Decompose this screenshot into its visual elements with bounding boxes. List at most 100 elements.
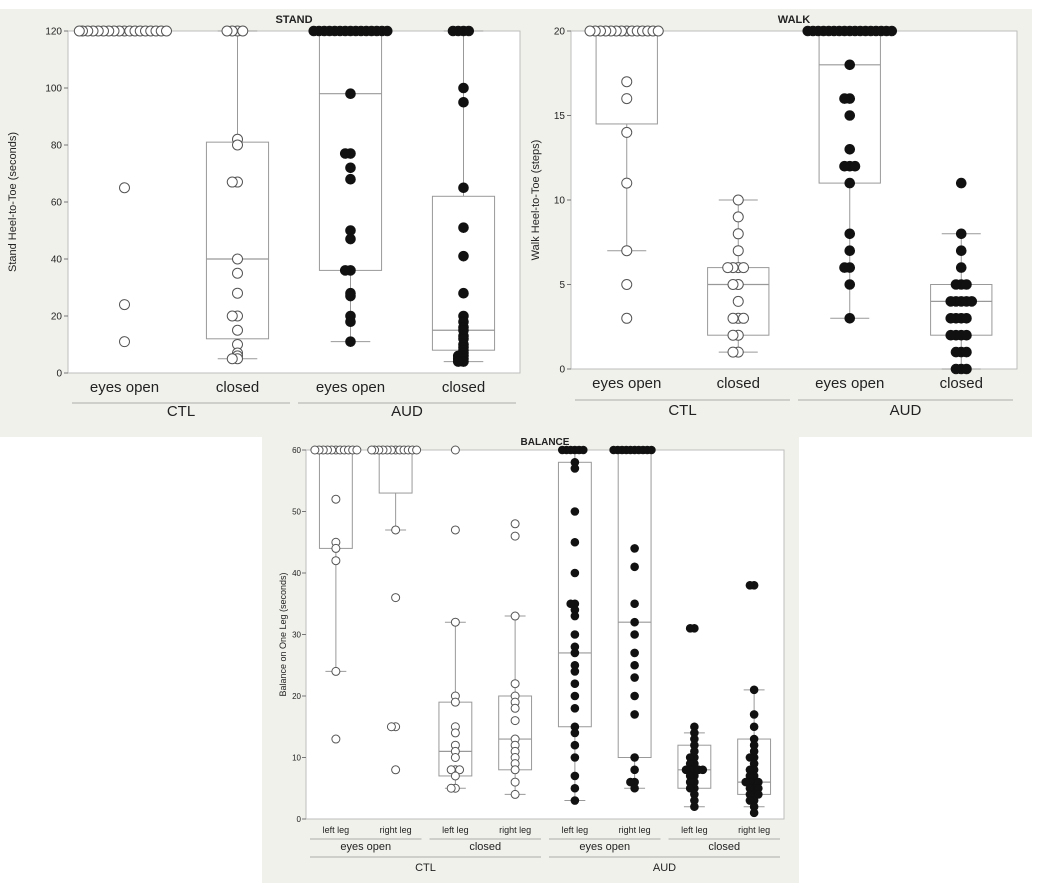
stand-group-label: AUD bbox=[391, 403, 423, 420]
data-point bbox=[570, 630, 580, 639]
data-point bbox=[339, 148, 351, 159]
data-point bbox=[966, 296, 978, 307]
walk-box-group bbox=[802, 25, 898, 324]
data-point bbox=[237, 25, 249, 37]
data-point bbox=[510, 519, 520, 529]
balance-subgroup-label: closed bbox=[469, 841, 501, 853]
data-point bbox=[698, 765, 708, 775]
data-point bbox=[450, 697, 460, 707]
data-point bbox=[955, 245, 967, 256]
data-point bbox=[630, 544, 639, 553]
data-point bbox=[741, 777, 751, 787]
stand-plot-area bbox=[67, 30, 521, 374]
data-point bbox=[450, 771, 460, 781]
data-point bbox=[945, 329, 957, 341]
balance-box-group bbox=[438, 445, 473, 793]
data-point bbox=[458, 222, 469, 233]
data-point bbox=[745, 581, 755, 590]
data-point bbox=[570, 691, 580, 701]
balance-box-group bbox=[677, 624, 712, 812]
data-point bbox=[745, 796, 755, 805]
data-point bbox=[945, 296, 957, 307]
data-point bbox=[727, 346, 739, 358]
data-point bbox=[745, 753, 755, 762]
data-point bbox=[510, 716, 520, 726]
stand-category-label: eyes open bbox=[316, 379, 385, 396]
walk-category-label: eyes open bbox=[592, 375, 661, 392]
data-point bbox=[455, 765, 465, 775]
data-point bbox=[331, 543, 341, 553]
data-point bbox=[961, 329, 972, 341]
data-point bbox=[570, 568, 580, 578]
stand-box-group bbox=[73, 25, 172, 348]
data-point bbox=[510, 531, 520, 541]
data-point bbox=[391, 765, 401, 775]
stand-box-group bbox=[308, 25, 393, 347]
data-point bbox=[630, 691, 639, 701]
balance-subgroup-label: closed bbox=[708, 841, 740, 853]
data-point bbox=[844, 279, 856, 290]
data-point bbox=[630, 630, 639, 639]
data-point bbox=[727, 329, 739, 341]
stand-group-label: CTL bbox=[167, 403, 195, 420]
data-point bbox=[584, 25, 596, 37]
data-point bbox=[839, 93, 850, 104]
data-point bbox=[119, 299, 130, 311]
data-point bbox=[386, 722, 396, 732]
data-point bbox=[352, 445, 362, 455]
data-point bbox=[621, 126, 633, 138]
walk-chart-panel: WALK Walk Heel-to-Toe (steps) 0 5 10 15 20 eyes… bbox=[527, 9, 1032, 437]
data-point bbox=[570, 464, 580, 473]
data-point bbox=[381, 25, 393, 37]
data-point bbox=[450, 753, 460, 762]
balance-category-label: left leg bbox=[323, 825, 350, 835]
data-point bbox=[331, 556, 341, 566]
data-point bbox=[232, 287, 243, 299]
data-point bbox=[626, 777, 635, 787]
data-point bbox=[450, 728, 460, 738]
data-point bbox=[570, 783, 580, 793]
balance-y-tick-label: 0 bbox=[297, 815, 302, 824]
data-point bbox=[749, 722, 759, 732]
data-point bbox=[630, 710, 639, 719]
data-point bbox=[452, 356, 464, 367]
balance-chart-title: BALANCE bbox=[521, 437, 570, 448]
data-point bbox=[331, 666, 341, 676]
balance-category-label: left leg bbox=[442, 825, 469, 835]
data-point bbox=[345, 233, 356, 245]
data-point bbox=[331, 734, 341, 744]
walk-y-tick-label: 20 bbox=[554, 27, 566, 38]
data-point bbox=[458, 250, 469, 262]
data-point bbox=[844, 228, 856, 240]
data-point bbox=[621, 312, 633, 324]
data-point bbox=[849, 160, 861, 172]
data-point bbox=[732, 295, 744, 307]
data-point bbox=[570, 537, 580, 547]
walk-y-tick-label: 15 bbox=[554, 111, 566, 122]
data-point bbox=[732, 211, 744, 223]
data-point bbox=[754, 790, 763, 799]
data-point bbox=[955, 228, 967, 240]
data-point bbox=[690, 802, 699, 812]
data-point bbox=[844, 110, 856, 121]
walk-category-label: eyes open bbox=[815, 375, 884, 392]
stand-y-tick-label: 20 bbox=[51, 312, 63, 323]
walk-box-group bbox=[584, 25, 664, 324]
data-point bbox=[119, 182, 130, 194]
data-point bbox=[221, 25, 233, 37]
data-point bbox=[458, 96, 469, 108]
data-point bbox=[570, 703, 580, 713]
data-point bbox=[727, 279, 739, 290]
stand-y-tick-label: 80 bbox=[51, 141, 63, 152]
data-point bbox=[630, 753, 639, 762]
data-point bbox=[510, 765, 520, 775]
data-point bbox=[463, 25, 475, 37]
data-point bbox=[630, 765, 639, 775]
data-point bbox=[630, 673, 639, 682]
data-point bbox=[447, 25, 459, 37]
data-point bbox=[722, 262, 734, 274]
data-point bbox=[685, 624, 695, 633]
data-point bbox=[621, 279, 633, 290]
data-point bbox=[570, 771, 580, 781]
data-point bbox=[955, 262, 967, 273]
